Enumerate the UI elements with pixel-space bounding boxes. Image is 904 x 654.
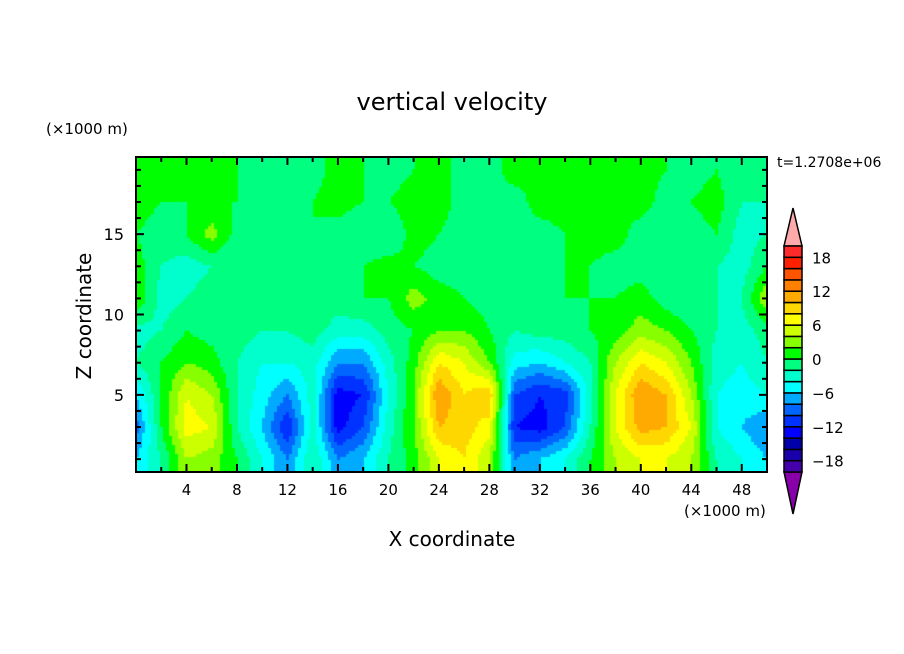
x-tick-label: 12	[278, 481, 297, 499]
colorbar-tick-label: 12	[812, 283, 831, 301]
colorbar-box	[783, 448, 803, 462]
x-tick-label: 16	[328, 481, 347, 499]
x-axis-unit: (×1000 m)	[684, 502, 766, 520]
colorbar-box	[783, 267, 803, 281]
x-tick-label: 36	[581, 481, 600, 499]
colorbar-tick-label: 0	[812, 351, 822, 369]
colorbar-box	[783, 358, 803, 372]
x-tick-label: 20	[379, 481, 398, 499]
x-tick-label: 24	[429, 481, 448, 499]
colorbar-box	[783, 414, 803, 428]
time-annotation: t=1.2708e+06	[777, 155, 882, 171]
y-tick-label: 15	[104, 225, 124, 244]
x-tick-label: 8	[232, 481, 242, 499]
y-axis-unit: (×1000 m)	[46, 120, 128, 138]
colorbar-box	[783, 324, 803, 338]
colorbar-tick-label: −6	[812, 385, 834, 403]
colorbar-tick-label: 6	[812, 317, 822, 335]
colorbar-box	[783, 380, 803, 394]
colorbar-box	[783, 392, 803, 405]
x-tick-label: 44	[682, 481, 701, 499]
colorbar-box	[783, 426, 803, 439]
colorbar-box	[783, 437, 803, 451]
colorbar-box	[783, 301, 803, 315]
colorbar-box	[783, 403, 803, 417]
colorbar-box	[783, 346, 803, 360]
colorbar-over-arrow	[783, 207, 803, 247]
x-tick-label: 4	[182, 481, 192, 499]
x-tick-label: 32	[530, 481, 549, 499]
contour-field	[136, 157, 767, 472]
colorbar-box	[783, 256, 803, 270]
x-tick-label: 40	[631, 481, 650, 499]
colorbar-box	[783, 245, 803, 259]
colorbar-under-arrow	[783, 471, 803, 515]
colorbar-tick-label: 18	[812, 249, 831, 267]
colorbar-box	[783, 313, 803, 326]
colorbar-box	[783, 369, 803, 383]
y-tick-label: 10	[104, 306, 124, 325]
colorbar-tick-label: −12	[812, 419, 844, 437]
colorbar-box	[783, 335, 803, 349]
colorbar-box	[783, 279, 803, 292]
chart-title: vertical velocity	[356, 88, 548, 116]
colorbar-box	[783, 290, 803, 304]
colorbar-box	[783, 459, 803, 473]
x-axis-label: X coordinate	[388, 527, 516, 551]
colorbar-tick-label: −18	[812, 453, 844, 471]
x-tick-label: 48	[732, 481, 751, 499]
x-tick-label: 28	[480, 481, 499, 499]
y-tick-label: 5	[114, 386, 124, 405]
plot-frame	[135, 156, 768, 473]
